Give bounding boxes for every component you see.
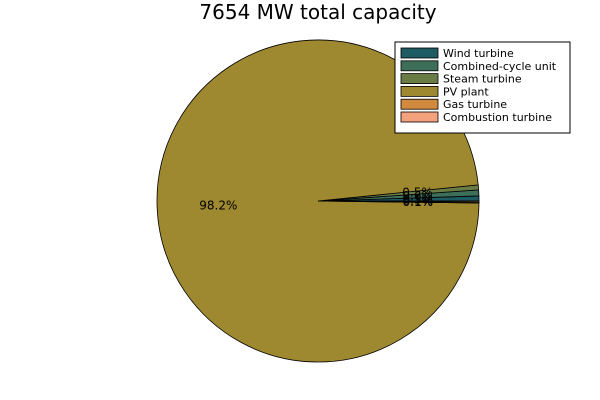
legend-swatch-gas-turbine — [400, 98, 439, 110]
pie-label-gas-turbine: 0.1% — [403, 195, 434, 209]
legend-label-combustion-turbine: Combustion turbine — [443, 111, 552, 124]
legend-swatch-wind-turbine — [400, 47, 439, 59]
legend-label-gas-turbine: Gas turbine — [443, 98, 507, 111]
legend-swatch-steam-turbine — [400, 73, 439, 84]
pie-label-steam-turbine: 0.5% — [402, 186, 433, 200]
chart-title: 7654 MW total capacity — [199, 0, 436, 24]
pie-label-wind-turbine: 0.5% — [403, 192, 434, 206]
pie-labels: 0.5%0.6%0.5%98.2% 0.1%0.1% — [199, 186, 433, 213]
pie-label-combined-cycle-unit: 0.6% — [402, 189, 433, 203]
legend-label-pv-plant: PV plant — [443, 85, 489, 98]
legend-swatch-pv-plant — [400, 86, 439, 97]
legend-label-wind-turbine: Wind turbine — [443, 47, 514, 60]
pie-label-pv-plant: 98.2% — [199, 198, 237, 212]
legend-swatch-combined-cycle-unit — [400, 60, 439, 72]
legend-label-combined-cycle-unit: Combined-cycle unit — [443, 60, 557, 73]
legend-label-steam-turbine: Steam turbine — [443, 73, 522, 86]
pie-label-combustion-turbine: 0.1% — [403, 194, 434, 208]
legend-swatch-combustion-turbine — [400, 111, 439, 123]
pie-slice-combustion-turbine — [317, 200, 480, 203]
